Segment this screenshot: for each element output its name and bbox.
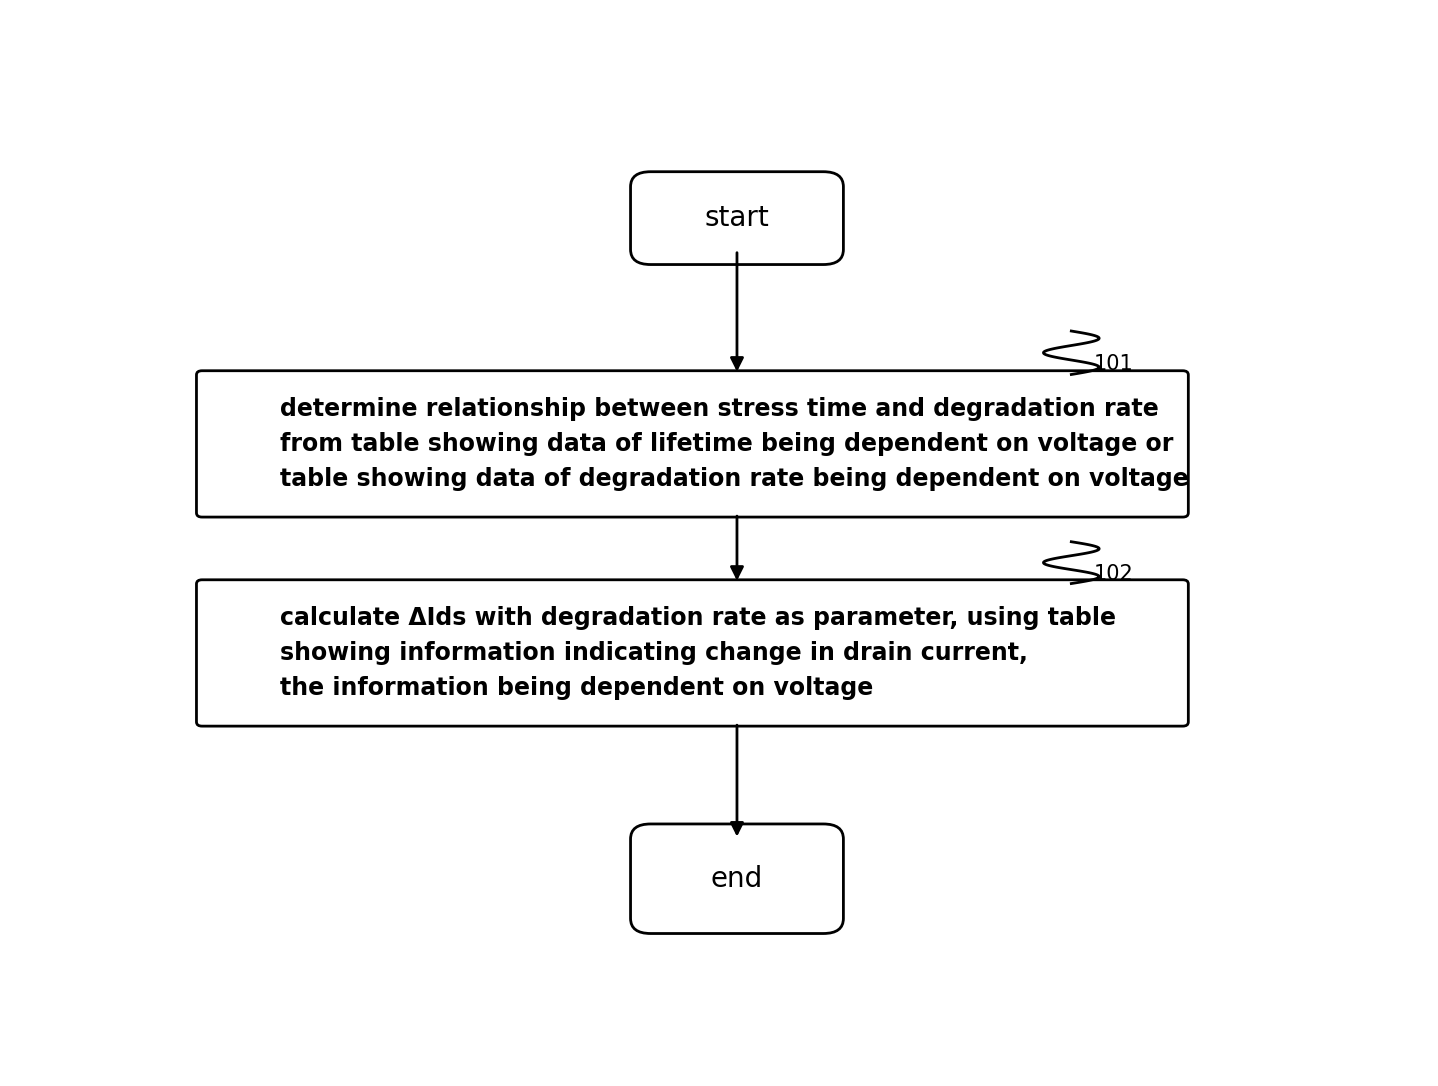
Text: end: end	[710, 864, 764, 893]
Text: 102: 102	[1093, 564, 1133, 583]
Text: calculate ΔIds with degradation rate as parameter, using table
showing informati: calculate ΔIds with degradation rate as …	[280, 606, 1116, 700]
FancyBboxPatch shape	[197, 580, 1188, 727]
FancyBboxPatch shape	[630, 172, 844, 265]
FancyBboxPatch shape	[197, 370, 1188, 517]
FancyBboxPatch shape	[630, 824, 844, 934]
Text: start: start	[705, 204, 769, 232]
Text: 101: 101	[1093, 354, 1133, 375]
Text: determine relationship between stress time and degradation rate
from table showi: determine relationship between stress ti…	[280, 396, 1189, 491]
